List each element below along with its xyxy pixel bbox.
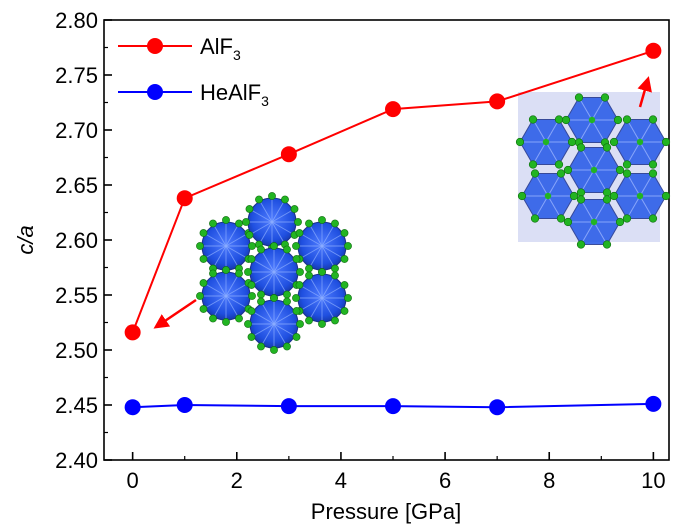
y-axis-label: c/a xyxy=(13,225,38,254)
polyhedron xyxy=(244,294,304,354)
polyhedron xyxy=(244,242,304,302)
data-point xyxy=(176,397,193,413)
octahedral-unit xyxy=(563,195,625,249)
polyhedron xyxy=(242,192,302,252)
legend-label-healf3: HeAlF xyxy=(200,80,261,105)
y-tick-label: 2.55 xyxy=(55,283,98,308)
polyhedron xyxy=(292,216,352,276)
data-point xyxy=(645,42,662,59)
annotation-arrow-low xyxy=(153,298,197,329)
octahedral-unit xyxy=(517,169,579,223)
y-tick-label: 2.40 xyxy=(55,448,98,473)
y-tick-label: 2.60 xyxy=(55,228,98,253)
crystal-structure-inset-low-pressure xyxy=(196,192,352,354)
data-point xyxy=(124,324,141,341)
series-line-0 xyxy=(131,49,654,333)
x-tick-label: 8 xyxy=(543,468,555,493)
x-tick-label: 0 xyxy=(127,468,139,493)
y-tick-label: 2.75 xyxy=(55,63,98,88)
x-tick-label: 6 xyxy=(439,468,451,493)
y-tick-label: 2.70 xyxy=(55,118,98,143)
crystal-structure-inset-high-pressure xyxy=(515,92,671,249)
legend-marker-healf3 xyxy=(147,84,163,100)
series-line-1 xyxy=(132,402,654,409)
data-point xyxy=(645,395,662,412)
legend-marker-alf3 xyxy=(147,38,163,54)
data-point xyxy=(385,398,402,415)
data-point xyxy=(124,399,141,416)
y-tick-label: 2.45 xyxy=(55,393,98,418)
octahedral-unit xyxy=(609,169,671,223)
x-tick-label: 4 xyxy=(335,468,347,493)
octahedral-unit xyxy=(563,143,625,197)
series-layer xyxy=(124,42,662,416)
legend-subscript-alf3: 3 xyxy=(233,47,241,63)
y-tick-label: 2.50 xyxy=(55,338,98,363)
polyhedron xyxy=(196,216,256,276)
data-point xyxy=(385,101,402,118)
svg-text:HeAlF3: HeAlF3 xyxy=(200,80,269,109)
data-point xyxy=(280,146,297,163)
data-point xyxy=(176,190,193,207)
data-point xyxy=(489,399,506,416)
polyhedron xyxy=(292,268,352,328)
octahedral-unit xyxy=(515,115,577,169)
x-tick-label: 10 xyxy=(641,468,665,493)
data-point xyxy=(280,398,297,415)
polyhedron xyxy=(196,266,256,326)
x-tick-label: 2 xyxy=(231,468,243,493)
svg-text:AlF3: AlF3 xyxy=(200,34,241,63)
y-tick-label: 2.65 xyxy=(55,173,98,198)
data-point xyxy=(489,93,506,110)
y-tick-label: 2.80 xyxy=(55,8,98,33)
legend: AlF3 HeAlF3 xyxy=(118,34,269,109)
octahedral-unit xyxy=(609,115,671,169)
axes: 2.40 2.45 2.50 2.55 2.60 2.65 2.70 2.75 2.80 0 2 4 6… xyxy=(55,8,665,493)
legend-label-alf3: AlF xyxy=(200,34,233,59)
legend-subscript-healf3: 3 xyxy=(261,93,269,109)
annotation-arrow-high xyxy=(637,76,652,108)
x-axis-label: Pressure [GPa] xyxy=(311,499,461,524)
